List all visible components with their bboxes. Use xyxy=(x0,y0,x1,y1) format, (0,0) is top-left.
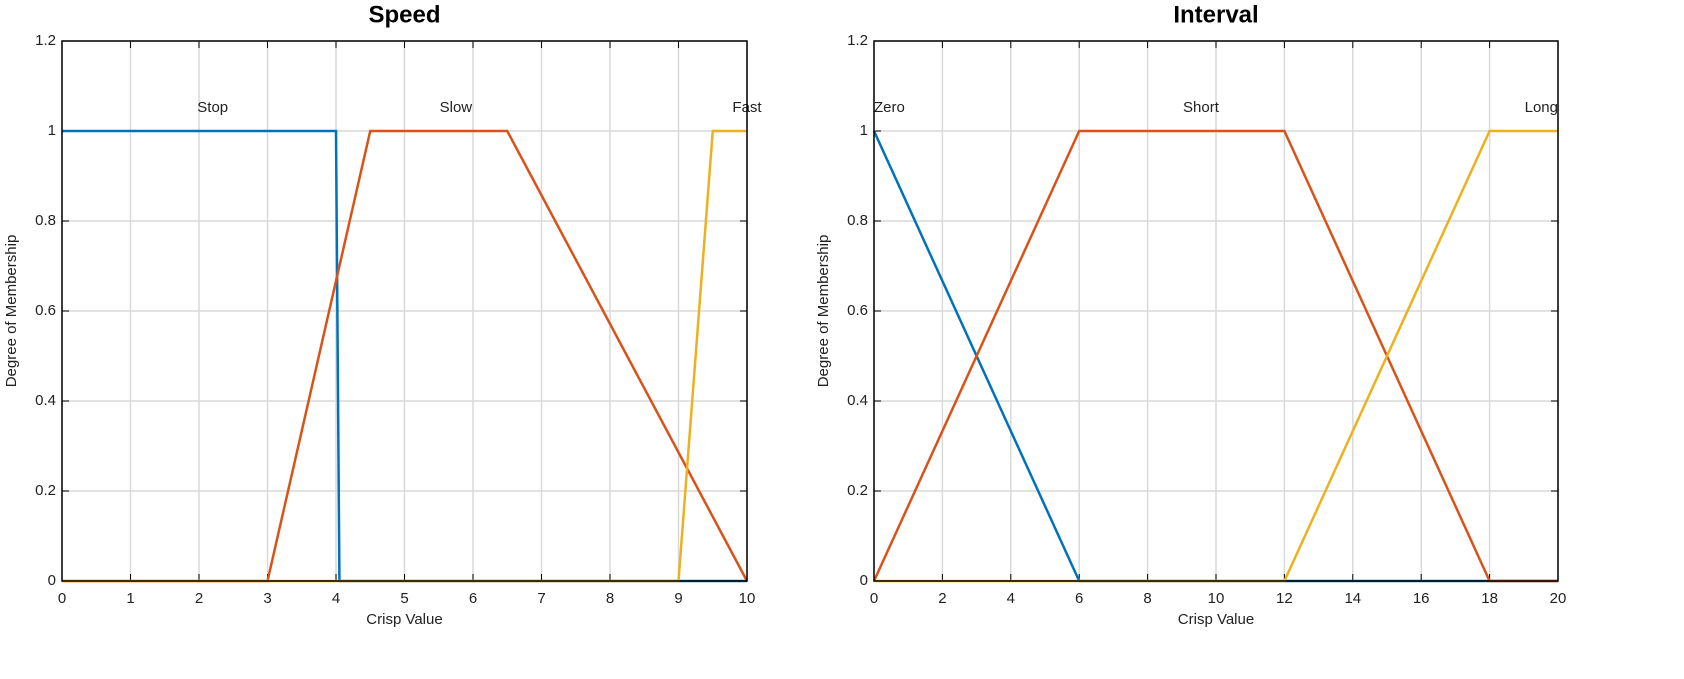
x-tick-label: 16 xyxy=(1413,590,1430,607)
x-tick-label: 6 xyxy=(469,590,477,607)
y-tick-label: 0 xyxy=(48,572,56,589)
x-axis-label: Crisp Value xyxy=(1178,611,1254,628)
series-label: Stop xyxy=(197,99,228,116)
y-tick-label: 0.4 xyxy=(847,392,868,409)
y-tick-label: 0.2 xyxy=(847,482,868,499)
y-tick-label: 0.6 xyxy=(847,302,868,319)
x-tick-label: 5 xyxy=(400,590,408,607)
x-tick-label: 2 xyxy=(938,590,946,607)
chart-title: Speed xyxy=(368,1,440,28)
x-tick-label: 1 xyxy=(126,590,134,607)
y-tick-label: 0 xyxy=(860,572,868,589)
series-label: Slow xyxy=(440,99,473,116)
x-tick-label: 10 xyxy=(739,590,756,607)
x-tick-label: 7 xyxy=(537,590,545,607)
plot-frame xyxy=(873,40,1559,582)
x-tick-label: 4 xyxy=(332,590,340,607)
x-tick-label: 18 xyxy=(1481,590,1498,607)
chart-title: Interval xyxy=(1173,1,1258,28)
series-label: Short xyxy=(1183,99,1220,116)
y-axis-label: Degree of Membership xyxy=(815,235,832,388)
chart: Interval Crisp Value Degree of Membership 0… xyxy=(815,1,1566,628)
y-tick-label: 1.2 xyxy=(35,32,56,49)
y-tick-label: 0.6 xyxy=(35,302,56,319)
y-tick-label: 1 xyxy=(48,122,56,139)
series-label: Zero xyxy=(874,99,905,116)
x-tick-label: 0 xyxy=(870,590,878,607)
y-tick-label: 0.8 xyxy=(847,212,868,229)
x-tick-label: 6 xyxy=(1075,590,1083,607)
x-axis-label: Crisp Value xyxy=(366,611,442,628)
y-tick-label: 0.4 xyxy=(35,392,56,409)
x-tick-label: 8 xyxy=(1143,590,1151,607)
x-tick-label: 12 xyxy=(1276,590,1293,607)
chart: Speed Crisp Value Degree of Membership 0 1 2 3… xyxy=(3,1,762,628)
y-tick-label: 1.2 xyxy=(847,32,868,49)
x-tick-label: 10 xyxy=(1208,590,1225,607)
y-tick-label: 0.8 xyxy=(35,212,56,229)
x-tick-label: 14 xyxy=(1344,590,1361,607)
series-label: Long xyxy=(1525,99,1558,116)
y-tick-label: 0.2 xyxy=(35,482,56,499)
x-tick-label: 0 xyxy=(58,590,66,607)
y-axis-label: Degree of Membership xyxy=(3,235,20,388)
y-tick-label: 1 xyxy=(860,122,868,139)
x-tick-label: 20 xyxy=(1550,590,1567,607)
x-tick-label: 9 xyxy=(674,590,682,607)
x-tick-label: 2 xyxy=(195,590,203,607)
plot-frame xyxy=(61,40,748,582)
x-tick-label: 8 xyxy=(606,590,614,607)
x-tick-label: 4 xyxy=(1007,590,1015,607)
x-tick-label: 3 xyxy=(263,590,271,607)
